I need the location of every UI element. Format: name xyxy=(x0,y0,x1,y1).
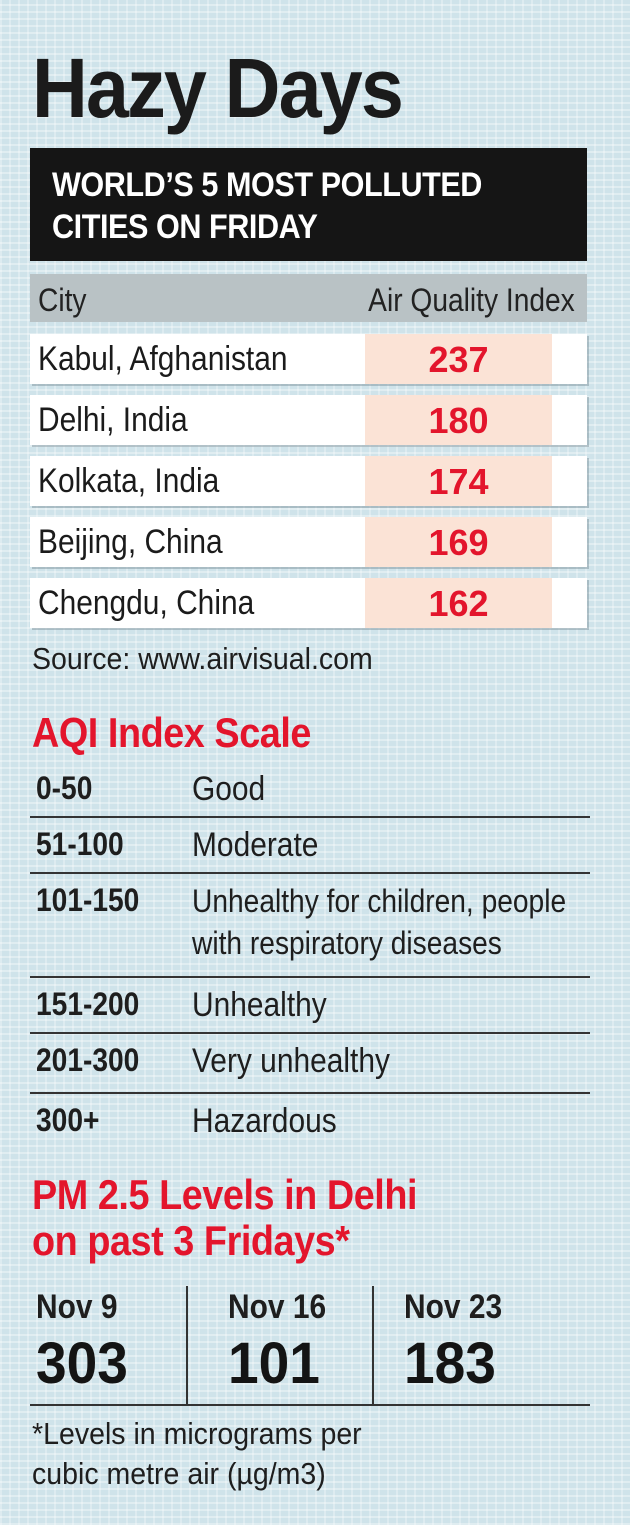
scale-row: 0-50 Good xyxy=(30,762,590,818)
scale-label-line-2: with respiratory diseases xyxy=(192,925,502,961)
scale-row: 300+ Hazardous xyxy=(30,1094,590,1150)
pm25-date: Nov 16 xyxy=(228,1288,327,1326)
aqi-value-cell: 162 xyxy=(365,578,552,628)
aqi-value: 169 xyxy=(428,522,489,563)
aqi-table-header: City Air Quality Index xyxy=(30,274,587,322)
column-header-aqi: Air Quality Index xyxy=(368,282,575,318)
scale-label: Hazardous xyxy=(192,1102,337,1140)
pm25-bottom-rule xyxy=(30,1404,590,1406)
pm25-heading-line-1: PM 2.5 Levels in Delhi xyxy=(32,1171,418,1218)
aqi-value-cell: 174 xyxy=(365,456,552,506)
pm25-divider xyxy=(186,1286,188,1404)
scale-label: Moderate xyxy=(192,826,319,864)
aqi-value-cell: 237 xyxy=(365,334,552,384)
table-row: Kabul, Afghanistan 237 xyxy=(30,334,587,384)
footnote-line-2: cubic metre air (µg/m3) xyxy=(32,1456,326,1491)
scale-range: 0-50 xyxy=(36,770,93,806)
scale-label: Good xyxy=(192,770,266,808)
source-note: Source: www.airvisual.com xyxy=(32,641,373,676)
table-row: Delhi, India 180 xyxy=(30,395,587,445)
scale-row: 201-300 Very unhealthy xyxy=(30,1034,590,1094)
scale-label-line-1: Unhealthy for children, people xyxy=(192,883,567,919)
city-name: Chengdu, China xyxy=(38,584,255,622)
pm25-item: Nov 16 101 xyxy=(228,1288,368,1404)
aqi-scale-heading: AQI Index Scale xyxy=(32,709,311,756)
city-name: Delhi, India xyxy=(38,401,188,439)
aqi-value-cell: 180 xyxy=(365,395,552,445)
scale-range: 51-100 xyxy=(36,826,124,862)
pm25-date: Nov 23 xyxy=(404,1288,503,1326)
scale-label: Very unhealthy xyxy=(192,1042,390,1080)
pm25-divider xyxy=(372,1286,374,1404)
pm25-heading-line-2: on past 3 Fridays* xyxy=(32,1217,350,1264)
banner-line-2: CITIES ON FRIDAY xyxy=(52,208,318,246)
scale-range: 201-300 xyxy=(36,1042,140,1078)
aqi-value-cell: 169 xyxy=(365,517,552,567)
scale-label: Unhealthy for children, people with resp… xyxy=(192,880,566,964)
pm25-value: 303 xyxy=(36,1331,128,1396)
pm25-item: Nov 9 303 xyxy=(36,1288,186,1404)
scale-row: 51-100 Moderate xyxy=(30,818,590,874)
aqi-value: 237 xyxy=(428,339,489,380)
polluted-cities-banner: WORLD’S 5 MOST POLLUTED CITIES ON FRIDAY xyxy=(30,148,587,261)
aqi-value: 174 xyxy=(428,461,489,502)
pm25-value: 183 xyxy=(404,1331,496,1396)
city-name: Kabul, Afghanistan xyxy=(38,340,288,378)
scale-label: Unhealthy xyxy=(192,986,327,1024)
scale-row: 101-150 Unhealthy for children, people w… xyxy=(30,874,590,978)
table-row: Kolkata, India 174 xyxy=(30,456,587,506)
city-name: Beijing, China xyxy=(38,523,223,561)
city-name: Kolkata, India xyxy=(38,462,220,500)
pm25-date: Nov 9 xyxy=(36,1288,118,1326)
scale-range: 300+ xyxy=(36,1102,100,1138)
table-row: Chengdu, China 162 xyxy=(30,578,587,628)
table-row: Beijing, China 169 xyxy=(30,517,587,567)
scale-range: 101-150 xyxy=(36,882,140,918)
scale-range: 151-200 xyxy=(36,986,140,1022)
footnote: *Levels in micrograms per cubic metre ai… xyxy=(32,1414,362,1494)
page-title: Hazy Days xyxy=(32,41,404,135)
pm25-value: 101 xyxy=(228,1331,320,1396)
scale-row: 151-200 Unhealthy xyxy=(30,978,590,1034)
aqi-value: 180 xyxy=(428,400,489,441)
banner-line-1: WORLD’S 5 MOST POLLUTED xyxy=(52,166,482,204)
footnote-line-1: *Levels in micrograms per xyxy=(32,1416,362,1451)
aqi-value: 162 xyxy=(428,583,489,624)
pm25-item: Nov 23 183 xyxy=(404,1288,584,1404)
column-header-city: City xyxy=(38,282,87,318)
